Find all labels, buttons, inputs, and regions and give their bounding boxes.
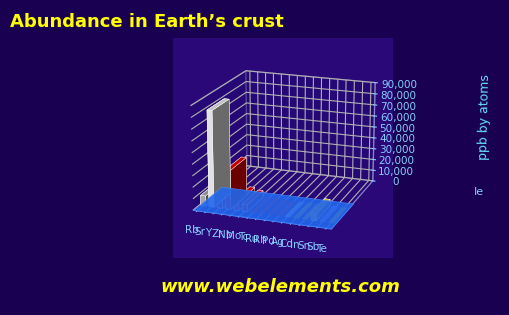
Text: www.webelements.com: www.webelements.com	[160, 278, 400, 296]
Text: Abundance in Earth’s crust: Abundance in Earth’s crust	[10, 13, 284, 31]
Text: Ie: Ie	[473, 187, 484, 197]
